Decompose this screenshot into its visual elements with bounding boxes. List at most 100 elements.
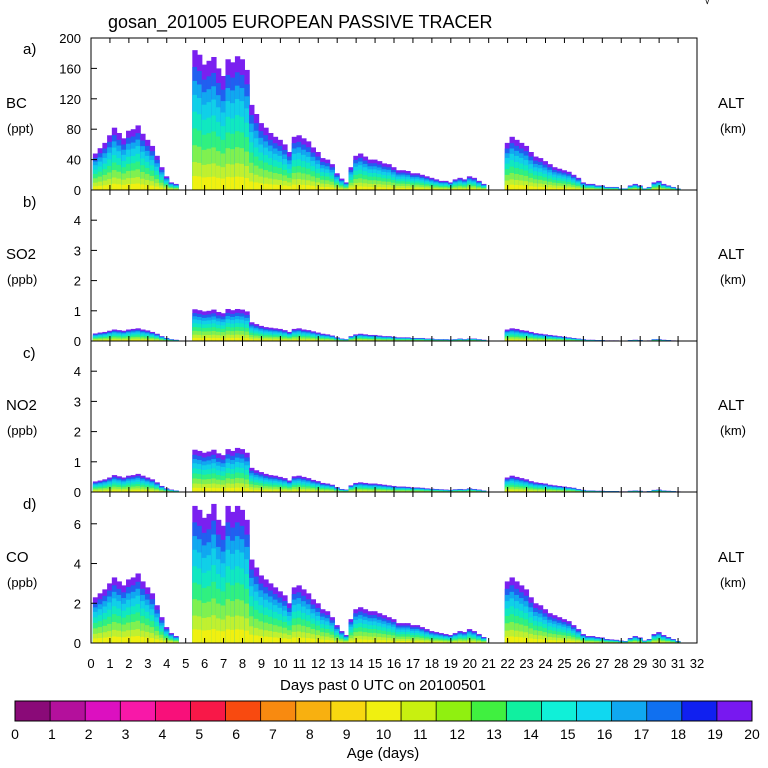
data-column (287, 331, 293, 341)
data-band (400, 641, 406, 643)
data-band (533, 639, 539, 643)
data-band (253, 635, 260, 643)
data-column (287, 152, 293, 190)
data-band (433, 640, 440, 643)
data-band (149, 638, 156, 643)
data-column (523, 145, 530, 190)
data-column (140, 329, 146, 341)
data-column (102, 331, 108, 341)
alt-label: ALT (718, 246, 744, 263)
data-column (419, 174, 425, 190)
data-band (234, 176, 241, 190)
data-band (244, 488, 250, 492)
data-band (92, 186, 99, 190)
data-column (362, 334, 369, 341)
data-column (504, 142, 511, 190)
data-band (305, 185, 312, 190)
data-column (400, 337, 406, 341)
data-column (310, 147, 316, 190)
data-band (424, 641, 430, 643)
data-band (111, 490, 118, 492)
data-column (324, 611, 331, 643)
data-column (362, 482, 369, 492)
data-band (135, 636, 141, 643)
data-band (528, 638, 534, 643)
data-column (159, 336, 165, 341)
data-column (173, 636, 179, 643)
data-band (547, 490, 553, 492)
data-column (135, 328, 141, 341)
data-column (424, 176, 430, 190)
data-band (552, 187, 558, 190)
data-column (159, 485, 165, 492)
data-column (339, 631, 345, 643)
data-band (571, 639, 577, 643)
data-band (291, 338, 298, 341)
y-tick-label: 80 (67, 122, 81, 137)
data-column (272, 587, 279, 643)
data-column (537, 158, 544, 190)
data-column (661, 183, 667, 190)
series-total (92, 503, 681, 643)
data-column (244, 452, 250, 492)
data-column (433, 632, 440, 643)
data-column (277, 139, 283, 190)
data-column (533, 333, 539, 341)
data-column (585, 636, 591, 643)
data-band (348, 638, 354, 643)
data-band (135, 183, 141, 190)
data-band (537, 339, 544, 341)
data-column (556, 485, 563, 492)
data-band (249, 489, 255, 492)
data-column (514, 328, 520, 341)
data-band (405, 641, 411, 643)
data-column (537, 482, 544, 492)
data-column (528, 152, 534, 190)
data-band (253, 339, 260, 341)
data-column (414, 173, 421, 190)
data-column (590, 183, 596, 190)
data-band (452, 188, 459, 190)
data-column (258, 123, 264, 190)
data-band (661, 641, 667, 643)
y-tick-label: 120 (59, 92, 81, 107)
data-column (154, 482, 160, 492)
data-column (433, 179, 440, 190)
data-column (381, 163, 388, 190)
data-column (301, 476, 307, 492)
data-column (476, 180, 482, 190)
data-band (272, 338, 279, 341)
data-column (230, 62, 236, 190)
data-column (575, 177, 582, 190)
data-column (201, 517, 208, 643)
data-column (135, 473, 141, 492)
data-band (154, 186, 160, 190)
data-band (462, 188, 468, 190)
data-column (268, 475, 274, 492)
data-band (310, 490, 316, 492)
data-band (92, 490, 99, 492)
data-column (518, 142, 525, 190)
data-column (206, 451, 212, 492)
data-band (571, 188, 577, 190)
data-column (632, 183, 638, 190)
data-column (130, 328, 137, 341)
data-band (518, 185, 525, 190)
data-column (234, 308, 241, 341)
data-column (367, 159, 373, 190)
data-column (476, 634, 482, 643)
data-band (533, 635, 539, 643)
data-column (97, 480, 103, 492)
data-column (220, 525, 227, 643)
data-column (291, 587, 298, 643)
data-band (249, 339, 255, 341)
data-column (646, 639, 653, 643)
data-column (405, 337, 411, 341)
data-band (154, 339, 160, 341)
data-column (272, 136, 279, 190)
data-band (135, 339, 141, 341)
data-band (301, 490, 307, 492)
data-column (301, 329, 307, 341)
data-band (121, 637, 127, 643)
